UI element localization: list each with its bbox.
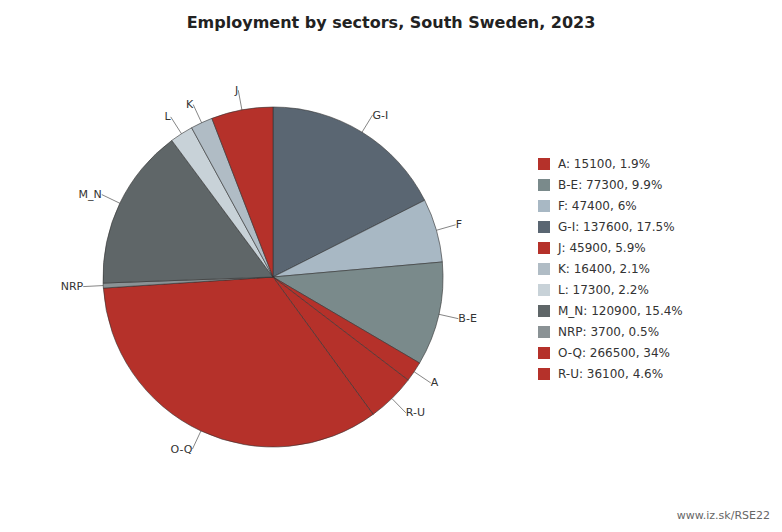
svg-text:O-Q: O-Q: [170, 443, 192, 456]
html-text:B-E: 77300, 9.9%: B-E: 77300, 9.9%: [558, 177, 663, 192]
html-text:J: 45900, 5.9%: J: 45900, 5.9%: [558, 240, 646, 255]
html-text:O-Q: 266500, 34%: O-Q: 266500, 34%: [558, 345, 670, 360]
html-text:www.iz.sk/RSE22: www.iz.sk/RSE22: [676, 509, 770, 522]
svg-text:F: F: [456, 218, 462, 231]
html-text:Employment by sectors, South S: Employment by sectors, South Sweden, 202…: [186, 13, 596, 32]
svg-text:A: A: [431, 376, 439, 389]
html-text:NRP: 3700, 0.5%: NRP: 3700, 0.5%: [558, 324, 660, 339]
svg-text:J: J: [234, 84, 238, 97]
html-text:G-I: 137600, 17.5%: G-I: 137600, 17.5%: [558, 219, 675, 234]
svg-text:L: L: [165, 110, 172, 123]
svg-text:M_N: M_N: [79, 188, 102, 201]
html-text:R-U: 36100, 4.6%: R-U: 36100, 4.6%: [558, 366, 664, 381]
svg-text:R-U: R-U: [406, 406, 425, 419]
svg-text:NRP: NRP: [61, 280, 84, 293]
svg-text:K: K: [186, 98, 194, 111]
html-text:F: 47400, 6%: F: 47400, 6%: [558, 198, 637, 213]
html-text:M_N: 120900, 15.4%: M_N: 120900, 15.4%: [558, 303, 683, 318]
html-text:K: 16400, 2.1%: K: 16400, 2.1%: [558, 261, 650, 276]
html-text:L: 17300, 2.2%: L: 17300, 2.2%: [558, 282, 649, 297]
svg-text:B-E: B-E: [458, 312, 477, 325]
svg-text:G-I: G-I: [373, 109, 389, 122]
html-text:A: 15100, 1.9%: A: 15100, 1.9%: [558, 156, 651, 171]
